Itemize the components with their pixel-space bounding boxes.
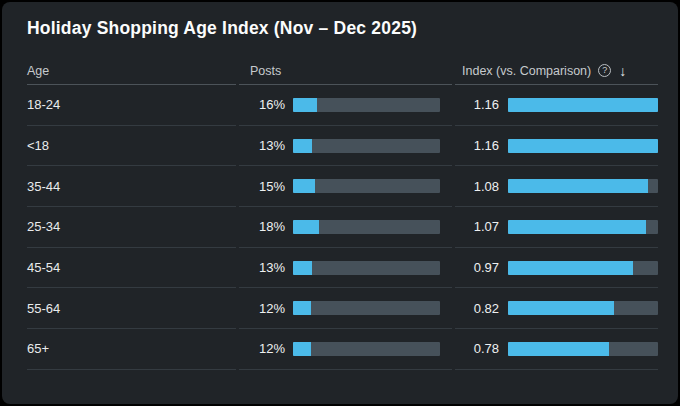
index-bar-track	[508, 220, 658, 234]
age-label: <18	[27, 138, 49, 153]
age-cell: 35-44	[27, 166, 236, 207]
posts-bar-fill	[293, 342, 311, 356]
help-icon[interactable]: ?	[598, 64, 611, 77]
column-header-posts-label: Posts	[250, 64, 281, 78]
widget-card: Holiday Shopping Age Index (Nov – Dec 20…	[2, 2, 678, 404]
table-row: 18-24 16% 1.16	[27, 85, 658, 126]
index-value: 0.78	[455, 341, 499, 356]
posts-bar-fill	[293, 98, 317, 112]
index-value: 0.82	[455, 301, 499, 316]
posts-bar-fill	[293, 139, 312, 153]
posts-percent-value: 13%	[239, 138, 285, 153]
age-label: 25-34	[27, 219, 60, 234]
index-value: 1.16	[455, 97, 499, 112]
posts-percent-value: 15%	[239, 179, 285, 194]
posts-bar-track	[293, 139, 440, 153]
index-bar-fill	[508, 261, 633, 275]
age-label: 18-24	[27, 97, 60, 112]
posts-percent-value: 18%	[239, 219, 285, 234]
index-value: 1.08	[455, 179, 499, 194]
index-cell: 1.16	[455, 126, 658, 167]
index-bar-fill	[508, 220, 646, 234]
posts-cell: 15%	[239, 166, 452, 207]
table-row: 35-44 15% 1.08	[27, 166, 658, 207]
posts-bar-track	[293, 179, 440, 193]
posts-percent-value: 12%	[239, 301, 285, 316]
index-cell: 1.08	[455, 166, 658, 207]
posts-percent-value: 16%	[239, 97, 285, 112]
index-bar-fill	[508, 139, 658, 153]
column-header-index[interactable]: Index (vs. Comparison) ? ↓	[455, 57, 658, 85]
posts-cell: 16%	[239, 85, 452, 126]
column-header-age[interactable]: Age	[27, 57, 236, 85]
index-cell: 1.07	[455, 207, 658, 248]
table-header-row: Age Posts Index (vs. Comparison) ? ↓	[27, 57, 658, 85]
posts-bar-fill	[293, 220, 319, 234]
posts-bar-track	[293, 98, 440, 112]
age-cell: 65+	[27, 329, 236, 370]
index-value: 1.07	[455, 219, 499, 234]
index-bar-track	[508, 139, 658, 153]
posts-percent-value: 13%	[239, 260, 285, 275]
table-row: <18 13% 1.16	[27, 126, 658, 167]
table-body: 18-24 16% 1.16 <18 13% 1.16	[27, 85, 658, 370]
sort-descending-icon[interactable]: ↓	[619, 64, 626, 78]
age-cell: 18-24	[27, 85, 236, 126]
index-bar-fill	[508, 98, 658, 112]
index-cell: 0.97	[455, 248, 658, 289]
age-label: 65+	[27, 341, 49, 356]
posts-bar-track	[293, 301, 440, 315]
posts-cell: 12%	[239, 288, 452, 329]
posts-cell: 12%	[239, 329, 452, 370]
age-cell: 55-64	[27, 288, 236, 329]
posts-bar-track	[293, 220, 440, 234]
table-row: 25-34 18% 1.07	[27, 207, 658, 248]
index-bar-track	[508, 261, 658, 275]
table-row: 55-64 12% 0.82	[27, 288, 658, 329]
index-bar-track	[508, 179, 658, 193]
age-cell: <18	[27, 126, 236, 167]
index-cell: 0.78	[455, 329, 658, 370]
index-bar-track	[508, 342, 658, 356]
index-bar-fill	[508, 342, 609, 356]
page-title: Holiday Shopping Age Index (Nov – Dec 20…	[27, 18, 417, 39]
posts-bar-track	[293, 261, 440, 275]
age-cell: 45-54	[27, 248, 236, 289]
posts-bar-fill	[293, 179, 315, 193]
index-value: 0.97	[455, 260, 499, 275]
column-header-index-label: Index (vs. Comparison)	[462, 64, 591, 78]
index-cell: 0.82	[455, 288, 658, 329]
age-cell: 25-34	[27, 207, 236, 248]
age-label: 35-44	[27, 179, 60, 194]
index-cell: 1.16	[455, 85, 658, 126]
column-header-posts[interactable]: Posts	[239, 57, 452, 85]
index-bar-track	[508, 98, 658, 112]
posts-percent-value: 12%	[239, 341, 285, 356]
index-value: 1.16	[455, 138, 499, 153]
table-row: 45-54 13% 0.97	[27, 248, 658, 289]
age-index-table: Age Posts Index (vs. Comparison) ? ↓ 18-…	[27, 57, 658, 370]
index-bar-track	[508, 301, 658, 315]
index-bar-fill	[508, 301, 614, 315]
age-label: 55-64	[27, 301, 60, 316]
posts-bar-fill	[293, 261, 312, 275]
column-header-age-label: Age	[27, 64, 49, 78]
posts-bar-fill	[293, 301, 311, 315]
posts-cell: 13%	[239, 126, 452, 167]
age-label: 45-54	[27, 260, 60, 275]
table-row: 65+ 12% 0.78	[27, 329, 658, 370]
posts-cell: 18%	[239, 207, 452, 248]
posts-bar-track	[293, 342, 440, 356]
index-bar-fill	[508, 179, 648, 193]
posts-cell: 13%	[239, 248, 452, 289]
